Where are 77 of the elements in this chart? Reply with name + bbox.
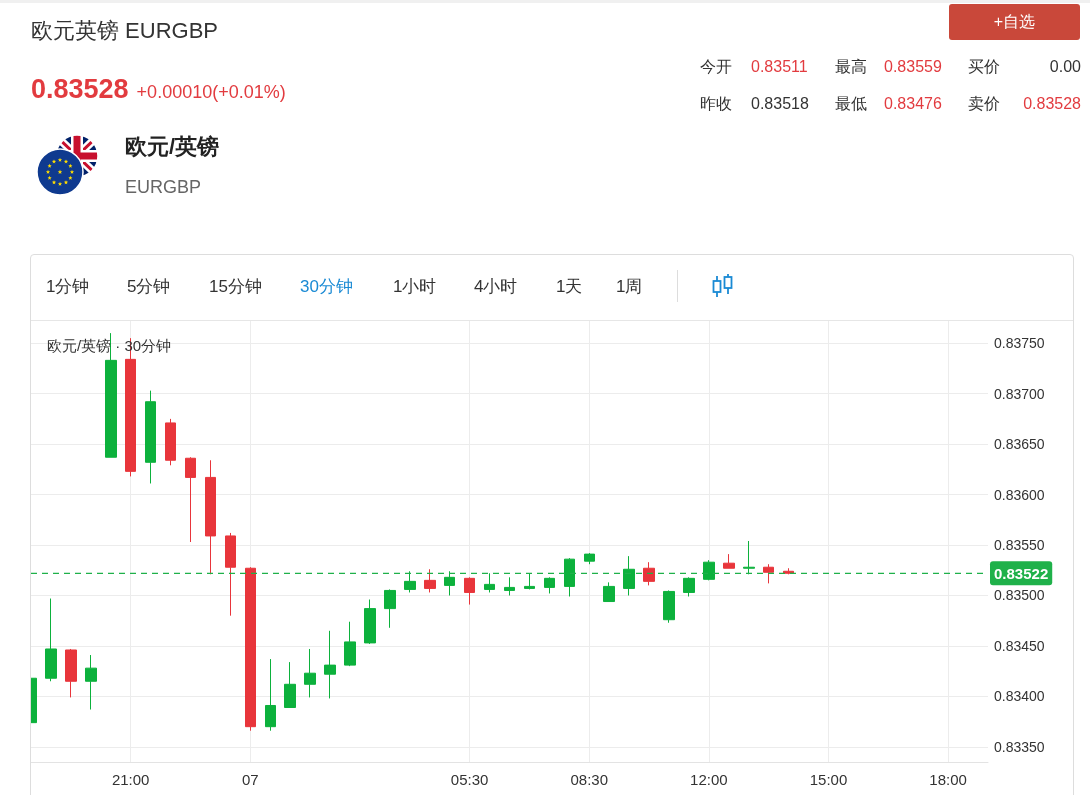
candlestick: [464, 576, 475, 606]
text: 0.00: [1049, 57, 1081, 77]
candlestick: [284, 661, 296, 709]
chart-title: 欧元英镑 EURGBP: [31, 17, 219, 45]
candlestick: [504, 576, 515, 596]
candlestick: [544, 576, 555, 594]
text: 欧元/英镑: [125, 133, 220, 161]
x-tick-label: 18:00: [929, 771, 967, 788]
candlestick: [623, 555, 635, 596]
candlestick: [324, 630, 336, 699]
text: 5分钟: [127, 276, 171, 298]
text: 15分钟: [209, 276, 262, 298]
candlestick: [603, 581, 615, 603]
candlestick: [663, 589, 675, 624]
candlestick: [205, 459, 216, 575]
candlestick: [484, 572, 495, 593]
candlestick: [723, 553, 735, 569]
y-tick-label: 0.83450: [994, 637, 1045, 654]
text: 0.83511: [751, 57, 808, 77]
text: 卖价: [968, 94, 1000, 114]
x-tick-label: 07: [241, 771, 259, 788]
candlestick: [85, 654, 97, 711]
candlestick: [763, 563, 774, 584]
text: 0.83559: [884, 57, 942, 77]
candlestick: [65, 648, 77, 698]
candlestick: [384, 588, 396, 629]
text: 1天: [556, 276, 583, 298]
text: 4小时: [474, 276, 518, 298]
text: 0.83528: [1023, 94, 1081, 114]
y-tick-label: 0.83350: [994, 738, 1045, 755]
y-tick-label: 0.83500: [994, 587, 1045, 604]
x-tick-label: 05:30: [450, 771, 489, 788]
candlestick: [344, 621, 356, 667]
text: 0.83476: [884, 94, 942, 114]
text: 30分钟: [300, 276, 353, 298]
candlestick: [444, 570, 455, 596]
ref-line-label: 0.83522: [994, 564, 1049, 582]
candlestick: [703, 559, 715, 581]
x-tick-label: 21:00: [111, 771, 150, 788]
text: 1小时: [393, 276, 437, 298]
text: 今开: [700, 57, 732, 77]
candlestick: [564, 557, 575, 597]
y-tick-label: 0.83400: [994, 688, 1045, 705]
text: 最高: [835, 57, 867, 77]
candlestick: [743, 540, 755, 575]
x-tick-label: 12:00: [690, 771, 728, 788]
y-tick-label: 0.83650: [994, 436, 1045, 453]
candlestick: [45, 598, 57, 682]
candlestick: [165, 418, 176, 466]
candlestick: [424, 568, 436, 593]
candlestick: [225, 532, 236, 617]
candlestick: [683, 576, 695, 597]
text: +0.00010(+0.01%): [136, 81, 286, 104]
x-tick-label: 15:00: [809, 771, 848, 788]
y-tick-label: 0.83550: [994, 537, 1045, 554]
text: +自选: [993, 12, 1036, 32]
candlestick: [524, 572, 535, 590]
text: 1周: [616, 276, 643, 298]
candlestick: [404, 570, 416, 593]
y-tick-label: 0.83600: [994, 486, 1045, 503]
candlestick: [145, 390, 156, 484]
text: EURGBP: [125, 177, 202, 199]
candlestick: [584, 552, 595, 565]
y-tick-label: 0.83700: [994, 385, 1045, 402]
y-tick-label: 0.83750: [994, 335, 1045, 352]
candlestick: [185, 456, 196, 543]
text: 昨收: [700, 94, 732, 114]
text: 0.83528: [31, 72, 129, 106]
text: 1分钟: [46, 276, 90, 298]
candlestick: [265, 658, 276, 732]
x-tick-label: 08:30: [570, 771, 609, 788]
candlestick: [364, 599, 376, 645]
candlestick: [643, 561, 655, 586]
candlestick: [304, 648, 316, 698]
text: 买价: [968, 57, 1000, 77]
text: 0.83518: [751, 94, 809, 114]
text: 最低: [835, 94, 867, 114]
